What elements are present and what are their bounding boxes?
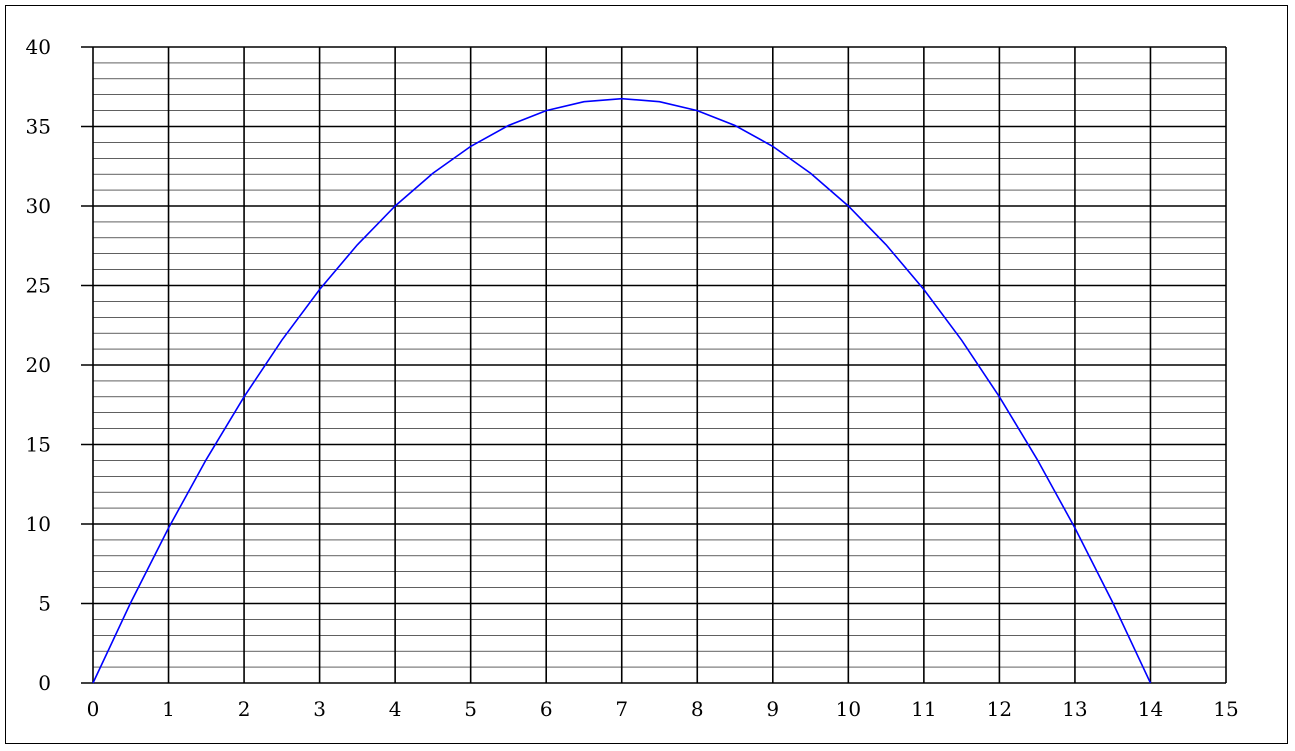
y-tick-label: 35 xyxy=(26,115,51,139)
x-tick-label: 6 xyxy=(540,697,553,721)
y-tick-labels: 0 5 10 15 20 25 30 35 40 xyxy=(26,35,51,695)
y-tick-label: 5 xyxy=(38,592,51,616)
x-tick-label: 10 xyxy=(836,697,861,721)
y-tick-label: 0 xyxy=(38,671,51,695)
x-tick-label: 14 xyxy=(1138,697,1163,721)
x-tick-label: 15 xyxy=(1213,697,1238,721)
x-tick-label: 4 xyxy=(389,697,402,721)
x-tick-label: 0 xyxy=(87,697,100,721)
y-tick-label: 20 xyxy=(26,353,51,377)
x-tick-label: 1 xyxy=(162,697,175,721)
y-tick-label: 25 xyxy=(26,274,51,298)
y-tick-label: 15 xyxy=(26,433,51,457)
x-tick-label: 12 xyxy=(987,697,1012,721)
x-tick-labels: 0123456789101112131415 xyxy=(87,697,1239,721)
x-tick-label: 9 xyxy=(766,697,779,721)
y-tick-label: 40 xyxy=(26,35,51,59)
x-tick-label: 8 xyxy=(691,697,704,721)
x-tick-label: 5 xyxy=(464,697,477,721)
y-tick-label: 10 xyxy=(26,512,51,536)
x-tick-label: 3 xyxy=(313,697,326,721)
x-tick-label: 13 xyxy=(1062,697,1087,721)
x-tick-label: 11 xyxy=(911,697,936,721)
y-tick-label: 30 xyxy=(26,194,51,218)
x-tick-label: 2 xyxy=(238,697,251,721)
x-tick-label: 7 xyxy=(615,697,628,721)
